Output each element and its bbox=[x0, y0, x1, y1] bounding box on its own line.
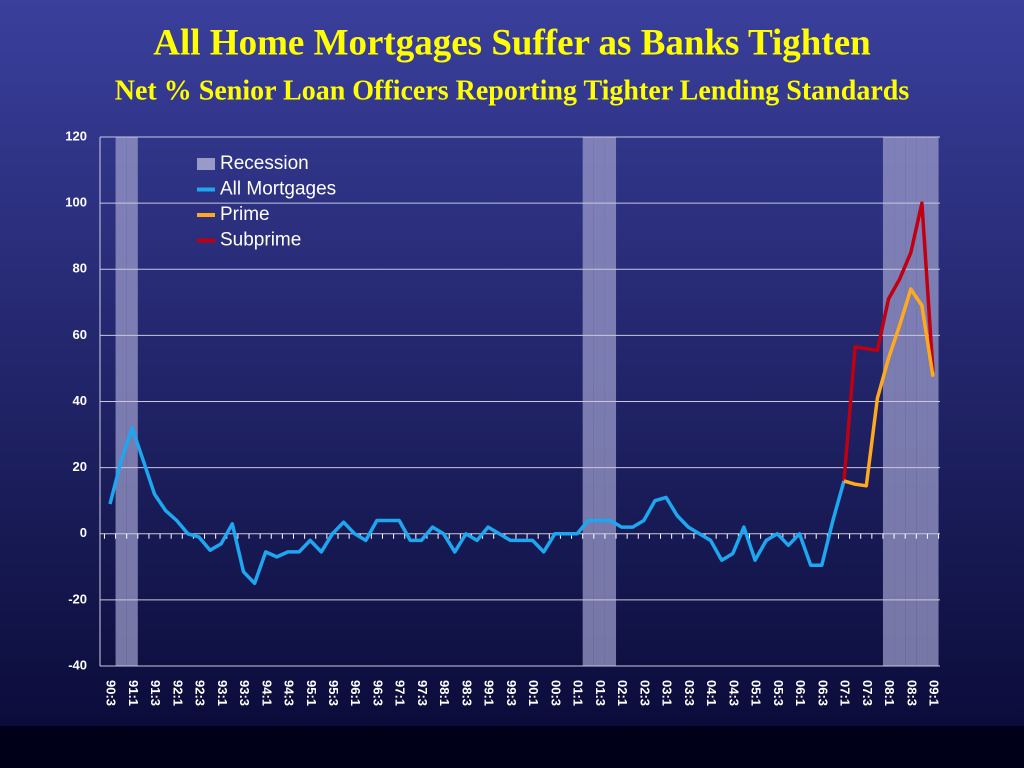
x-tick-label: 07:1 bbox=[838, 680, 853, 706]
legend-label: Subprime bbox=[220, 230, 301, 251]
y-tick-label: 20 bbox=[73, 459, 87, 474]
x-tick-label: 92:3 bbox=[193, 680, 208, 706]
x-tick-label: 05:3 bbox=[771, 680, 786, 706]
x-tick-label: 98:1 bbox=[437, 680, 452, 706]
x-tick-label: 08:1 bbox=[882, 680, 897, 706]
x-tick-label: 04:3 bbox=[726, 680, 741, 706]
y-tick-label: -40 bbox=[68, 657, 87, 672]
x-tick-label: 00:3 bbox=[548, 680, 563, 706]
x-tick-label: 97:3 bbox=[415, 680, 430, 706]
y-tick-label: 60 bbox=[73, 327, 87, 342]
chart-title: All Home Mortgages Suffer as Banks Tight… bbox=[153, 22, 871, 63]
x-tick-label: 96:1 bbox=[348, 680, 363, 706]
x-tick-label: 04:1 bbox=[704, 680, 719, 706]
x-tick-label: 02:3 bbox=[637, 680, 652, 706]
legend-label: Prime bbox=[220, 204, 270, 225]
y-tick-label: -20 bbox=[68, 591, 87, 606]
x-tick-label: 02:1 bbox=[615, 680, 630, 706]
x-tick-label: 95:1 bbox=[304, 680, 319, 706]
x-tick-label: 07:3 bbox=[860, 680, 875, 706]
x-tick-label: 03:3 bbox=[682, 680, 697, 706]
x-tick-label: 99:1 bbox=[482, 680, 497, 706]
x-tick-label: 93:1 bbox=[215, 680, 230, 706]
x-tick-label: 09:1 bbox=[927, 680, 942, 706]
y-tick-label: 40 bbox=[73, 393, 87, 408]
x-tick-label: 97:1 bbox=[393, 680, 408, 706]
series-line bbox=[843, 287, 935, 488]
x-tick-label: 05:1 bbox=[749, 680, 764, 706]
series-line bbox=[108, 426, 846, 586]
x-tick-label: 03:1 bbox=[660, 680, 675, 706]
series-line bbox=[842, 201, 935, 482]
background bbox=[0, 0, 1024, 726]
x-tick-label: 96:3 bbox=[370, 680, 385, 706]
y-tick-label: 100 bbox=[65, 195, 87, 210]
legend-label: All Mortgages bbox=[220, 179, 336, 200]
x-tick-label: 90:3 bbox=[104, 680, 119, 706]
x-tick-label: 94:3 bbox=[282, 680, 297, 706]
x-tick-label: 94:1 bbox=[259, 680, 274, 706]
x-tick-label: 92:1 bbox=[170, 680, 185, 706]
x-tick-label: 91:3 bbox=[148, 680, 163, 706]
y-tick-label: 0 bbox=[80, 525, 87, 540]
legend-swatch bbox=[197, 158, 215, 170]
x-tick-label: 98:3 bbox=[459, 680, 474, 706]
y-tick-label: 80 bbox=[73, 261, 87, 276]
x-tick-label: 06:3 bbox=[815, 680, 830, 706]
x-tick-label: 00:1 bbox=[526, 680, 541, 706]
x-tick-label: 01:3 bbox=[593, 680, 608, 706]
x-tick-label: 08:3 bbox=[904, 680, 919, 706]
x-tick-label: 01:1 bbox=[571, 680, 586, 706]
x-tick-label: 06:1 bbox=[793, 680, 808, 706]
x-tick-label: 99:3 bbox=[504, 680, 519, 706]
x-tick-label: 91:1 bbox=[126, 680, 141, 706]
legend-label: Recession bbox=[220, 153, 309, 174]
y-tick-label: 120 bbox=[65, 128, 87, 143]
chart-subtitle: Net % Senior Loan Officers Reporting Tig… bbox=[115, 75, 910, 106]
x-tick-label: 95:3 bbox=[326, 680, 341, 706]
x-tick-label: 93:3 bbox=[237, 680, 252, 706]
footer-band bbox=[0, 726, 1024, 768]
